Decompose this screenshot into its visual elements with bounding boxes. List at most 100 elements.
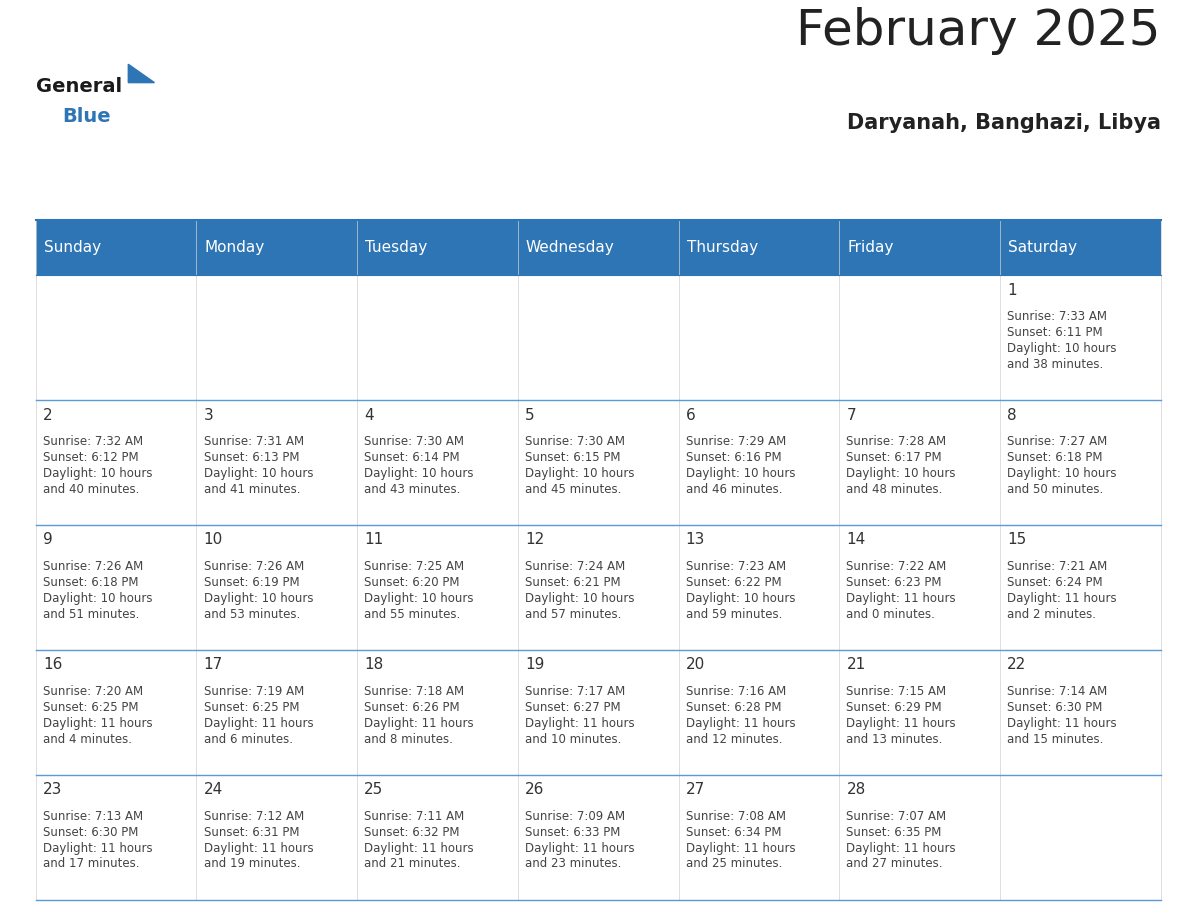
Text: Sunset: 6:23 PM: Sunset: 6:23 PM — [847, 576, 942, 589]
Text: Sunrise: 7:22 AM: Sunrise: 7:22 AM — [847, 560, 947, 573]
Text: Daylight: 10 hours: Daylight: 10 hours — [525, 592, 634, 605]
Text: and 46 minutes.: and 46 minutes. — [685, 483, 782, 496]
Text: Daylight: 10 hours: Daylight: 10 hours — [1007, 467, 1117, 480]
Text: Sunset: 6:35 PM: Sunset: 6:35 PM — [847, 825, 942, 839]
Polygon shape — [128, 64, 154, 83]
Text: General: General — [36, 77, 121, 96]
Text: Daylight: 11 hours: Daylight: 11 hours — [525, 842, 634, 855]
Text: Sunrise: 7:13 AM: Sunrise: 7:13 AM — [43, 810, 143, 823]
Bar — [839, 525, 1000, 650]
Bar — [678, 650, 839, 775]
Text: Sunrise: 7:32 AM: Sunrise: 7:32 AM — [43, 435, 143, 448]
Bar — [518, 525, 678, 650]
Text: Sunrise: 7:19 AM: Sunrise: 7:19 AM — [203, 685, 304, 698]
Text: 18: 18 — [365, 657, 384, 672]
Text: Sunrise: 7:21 AM: Sunrise: 7:21 AM — [1007, 560, 1107, 573]
Text: and 10 minutes.: and 10 minutes. — [525, 733, 621, 745]
Text: Sunset: 6:11 PM: Sunset: 6:11 PM — [1007, 326, 1102, 340]
Bar — [36, 650, 196, 775]
Text: 26: 26 — [525, 782, 544, 797]
Text: and 51 minutes.: and 51 minutes. — [43, 608, 139, 621]
Text: Daylight: 11 hours: Daylight: 11 hours — [847, 717, 956, 730]
Text: Sunrise: 7:30 AM: Sunrise: 7:30 AM — [365, 435, 465, 448]
Text: Daylight: 11 hours: Daylight: 11 hours — [365, 717, 474, 730]
Text: Sunset: 6:26 PM: Sunset: 6:26 PM — [365, 700, 460, 714]
Text: and 13 minutes.: and 13 minutes. — [847, 733, 943, 745]
Text: Sunrise: 7:24 AM: Sunrise: 7:24 AM — [525, 560, 625, 573]
Text: 13: 13 — [685, 532, 706, 547]
Text: and 0 minutes.: and 0 minutes. — [847, 608, 935, 621]
Text: Sunset: 6:25 PM: Sunset: 6:25 PM — [203, 700, 299, 714]
Text: Sunrise: 7:16 AM: Sunrise: 7:16 AM — [685, 685, 786, 698]
Text: Sunset: 6:16 PM: Sunset: 6:16 PM — [685, 451, 782, 465]
Bar — [36, 275, 196, 400]
Text: Daylight: 11 hours: Daylight: 11 hours — [525, 717, 634, 730]
Text: Daylight: 10 hours: Daylight: 10 hours — [685, 592, 795, 605]
Bar — [358, 775, 518, 900]
Text: Sunset: 6:24 PM: Sunset: 6:24 PM — [1007, 576, 1102, 589]
Bar — [839, 650, 1000, 775]
Text: 25: 25 — [365, 782, 384, 797]
Text: and 27 minutes.: and 27 minutes. — [847, 857, 943, 870]
Text: Sunset: 6:13 PM: Sunset: 6:13 PM — [203, 451, 299, 465]
Text: and 6 minutes.: and 6 minutes. — [203, 733, 292, 745]
Bar — [358, 650, 518, 775]
Text: and 23 minutes.: and 23 minutes. — [525, 857, 621, 870]
Bar — [358, 400, 518, 525]
Text: Sunset: 6:19 PM: Sunset: 6:19 PM — [203, 576, 299, 589]
Text: and 41 minutes.: and 41 minutes. — [203, 483, 301, 496]
Text: Sunset: 6:14 PM: Sunset: 6:14 PM — [365, 451, 460, 465]
Bar — [196, 525, 358, 650]
Text: 22: 22 — [1007, 657, 1026, 672]
Text: Daylight: 11 hours: Daylight: 11 hours — [685, 717, 796, 730]
Bar — [36, 220, 1161, 275]
Text: Sunrise: 7:26 AM: Sunrise: 7:26 AM — [43, 560, 143, 573]
Text: and 57 minutes.: and 57 minutes. — [525, 608, 621, 621]
Text: 1: 1 — [1007, 283, 1017, 297]
Bar — [518, 400, 678, 525]
Text: Daylight: 11 hours: Daylight: 11 hours — [1007, 717, 1117, 730]
Text: Sunset: 6:22 PM: Sunset: 6:22 PM — [685, 576, 782, 589]
Text: and 43 minutes.: and 43 minutes. — [365, 483, 461, 496]
Text: 12: 12 — [525, 532, 544, 547]
Bar — [1000, 400, 1161, 525]
Text: Sunrise: 7:20 AM: Sunrise: 7:20 AM — [43, 685, 143, 698]
Text: Sunrise: 7:17 AM: Sunrise: 7:17 AM — [525, 685, 625, 698]
Text: and 50 minutes.: and 50 minutes. — [1007, 483, 1104, 496]
Bar — [518, 775, 678, 900]
Text: 9: 9 — [43, 532, 52, 547]
Text: and 19 minutes.: and 19 minutes. — [203, 857, 301, 870]
Text: Sunset: 6:21 PM: Sunset: 6:21 PM — [525, 576, 620, 589]
Text: Daylight: 11 hours: Daylight: 11 hours — [365, 842, 474, 855]
Text: Sunset: 6:15 PM: Sunset: 6:15 PM — [525, 451, 620, 465]
Bar — [839, 275, 1000, 400]
Text: Sunrise: 7:29 AM: Sunrise: 7:29 AM — [685, 435, 786, 448]
Text: and 8 minutes.: and 8 minutes. — [365, 733, 453, 745]
Text: 6: 6 — [685, 408, 695, 422]
Text: Daylight: 10 hours: Daylight: 10 hours — [685, 467, 795, 480]
Text: and 48 minutes.: and 48 minutes. — [847, 483, 943, 496]
Bar — [196, 275, 358, 400]
Text: 5: 5 — [525, 408, 535, 422]
Bar — [678, 275, 839, 400]
Text: 16: 16 — [43, 657, 62, 672]
Bar — [36, 400, 196, 525]
Text: 24: 24 — [203, 782, 223, 797]
Text: Sunset: 6:28 PM: Sunset: 6:28 PM — [685, 700, 782, 714]
Text: Daylight: 10 hours: Daylight: 10 hours — [525, 467, 634, 480]
Text: and 25 minutes.: and 25 minutes. — [685, 857, 782, 870]
Text: Sunset: 6:18 PM: Sunset: 6:18 PM — [1007, 451, 1102, 465]
Text: Daylight: 11 hours: Daylight: 11 hours — [203, 717, 314, 730]
Text: Sunset: 6:33 PM: Sunset: 6:33 PM — [525, 825, 620, 839]
Text: Daylight: 10 hours: Daylight: 10 hours — [1007, 342, 1117, 355]
Text: Thursday: Thursday — [687, 241, 758, 255]
Bar — [36, 525, 196, 650]
Text: 17: 17 — [203, 657, 223, 672]
Text: and 15 minutes.: and 15 minutes. — [1007, 733, 1104, 745]
Text: Tuesday: Tuesday — [365, 241, 428, 255]
Text: Sunrise: 7:30 AM: Sunrise: 7:30 AM — [525, 435, 625, 448]
Text: Daylight: 10 hours: Daylight: 10 hours — [203, 467, 314, 480]
Text: Sunrise: 7:33 AM: Sunrise: 7:33 AM — [1007, 310, 1107, 323]
Text: Sunset: 6:17 PM: Sunset: 6:17 PM — [847, 451, 942, 465]
Text: Daylight: 11 hours: Daylight: 11 hours — [847, 592, 956, 605]
